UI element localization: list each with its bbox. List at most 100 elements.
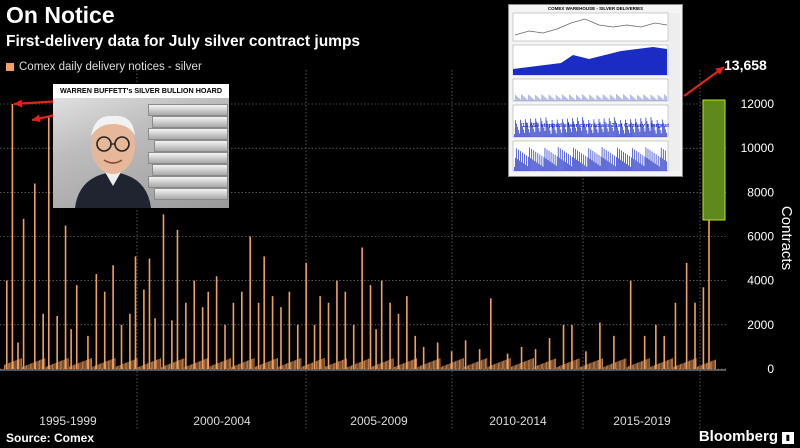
bar [708, 115, 710, 370]
bar-texture [218, 362, 220, 369]
bar [42, 313, 44, 369]
y-tick-label: 2000 [747, 318, 774, 332]
bar-texture [158, 358, 160, 369]
bar-texture [678, 364, 680, 369]
bar-texture [59, 361, 61, 369]
bar [655, 324, 657, 369]
y-axis-label: Contracts [778, 206, 795, 270]
bar-texture [170, 363, 172, 369]
x-period-label: 2015-2019 [613, 414, 671, 428]
bar-texture [323, 358, 325, 369]
bar-texture [650, 366, 651, 369]
bar-texture [379, 363, 381, 369]
bar-texture [4, 364, 5, 369]
bar-texture [667, 360, 668, 369]
bar-texture [225, 360, 226, 369]
bar-texture [405, 362, 407, 369]
bar [47, 117, 50, 369]
bar-texture [425, 363, 427, 369]
bar-texture [451, 362, 453, 369]
bar-texture [171, 362, 173, 369]
bar-texture [275, 358, 277, 369]
bar-texture [19, 358, 21, 369]
bar-texture [578, 358, 580, 369]
bar-texture [53, 363, 55, 369]
bar-texture [329, 365, 330, 369]
bar [143, 289, 145, 369]
bar-texture [672, 358, 674, 369]
bar-texture [163, 365, 165, 369]
bar-texture [362, 360, 364, 369]
bar-texture [478, 361, 480, 369]
bar-texture [330, 364, 332, 369]
bar-texture [360, 361, 362, 369]
bar-texture [183, 358, 185, 369]
bar-texture [525, 361, 527, 369]
bar-texture [50, 364, 52, 369]
bar-texture [416, 358, 417, 369]
y-tick-label: 0 [767, 362, 774, 376]
bar-texture [446, 364, 447, 369]
bar-texture [696, 366, 698, 369]
bar [571, 324, 573, 369]
bar-texture [9, 362, 11, 369]
bar-texture [706, 363, 707, 369]
bar [240, 291, 243, 369]
bar-texture [517, 364, 519, 369]
bar-texture [469, 364, 471, 369]
bar-texture [513, 365, 515, 369]
bar-texture [128, 361, 130, 369]
bar [176, 229, 179, 369]
bar-texture [531, 358, 533, 369]
bar-texture [297, 359, 299, 369]
bar-texture [612, 363, 614, 369]
bar-texture [27, 364, 29, 369]
bar-texture [266, 362, 268, 369]
bar-texture [39, 360, 40, 369]
bar-texture [569, 361, 571, 369]
bar-texture [150, 361, 152, 369]
bar-texture [384, 361, 386, 369]
bar-texture [669, 359, 671, 369]
bar [534, 349, 537, 369]
bar [56, 316, 58, 369]
bar-texture [698, 366, 700, 369]
bar [70, 329, 72, 369]
bar-texture [426, 363, 428, 369]
bar-texture [693, 359, 694, 369]
bar-texture [621, 359, 623, 369]
bar-texture [114, 358, 116, 369]
bar-texture [507, 359, 508, 369]
bar-texture [189, 364, 191, 369]
bar-texture [382, 362, 384, 369]
bar-texture [347, 366, 349, 369]
bar-texture [524, 361, 525, 369]
bar [288, 291, 291, 369]
bar-texture [338, 361, 339, 369]
bar [305, 263, 307, 369]
bar-texture [314, 361, 316, 369]
bar-texture [440, 366, 442, 369]
bar-texture [342, 359, 343, 369]
bar-texture [626, 366, 628, 369]
bar-texture [318, 360, 320, 369]
bar-texture [175, 361, 177, 369]
bar-texture [412, 359, 414, 369]
bar-texture [231, 366, 233, 369]
bar-texture [108, 360, 109, 369]
bar-texture [715, 359, 716, 369]
bar-texture [644, 359, 646, 369]
bar-texture [316, 361, 317, 369]
bar-texture [511, 366, 512, 369]
bar-texture [582, 365, 584, 369]
bar-texture [89, 358, 91, 369]
bar-texture [176, 360, 178, 369]
bar-texture [11, 361, 13, 369]
bar-texture [78, 363, 79, 369]
bar-texture [656, 364, 658, 369]
chart-subtitle: First-delivery data for July silver cont… [6, 33, 361, 50]
bar [685, 263, 688, 369]
bar-texture [249, 359, 251, 369]
bar-texture [267, 361, 269, 369]
bar-texture [550, 360, 551, 369]
